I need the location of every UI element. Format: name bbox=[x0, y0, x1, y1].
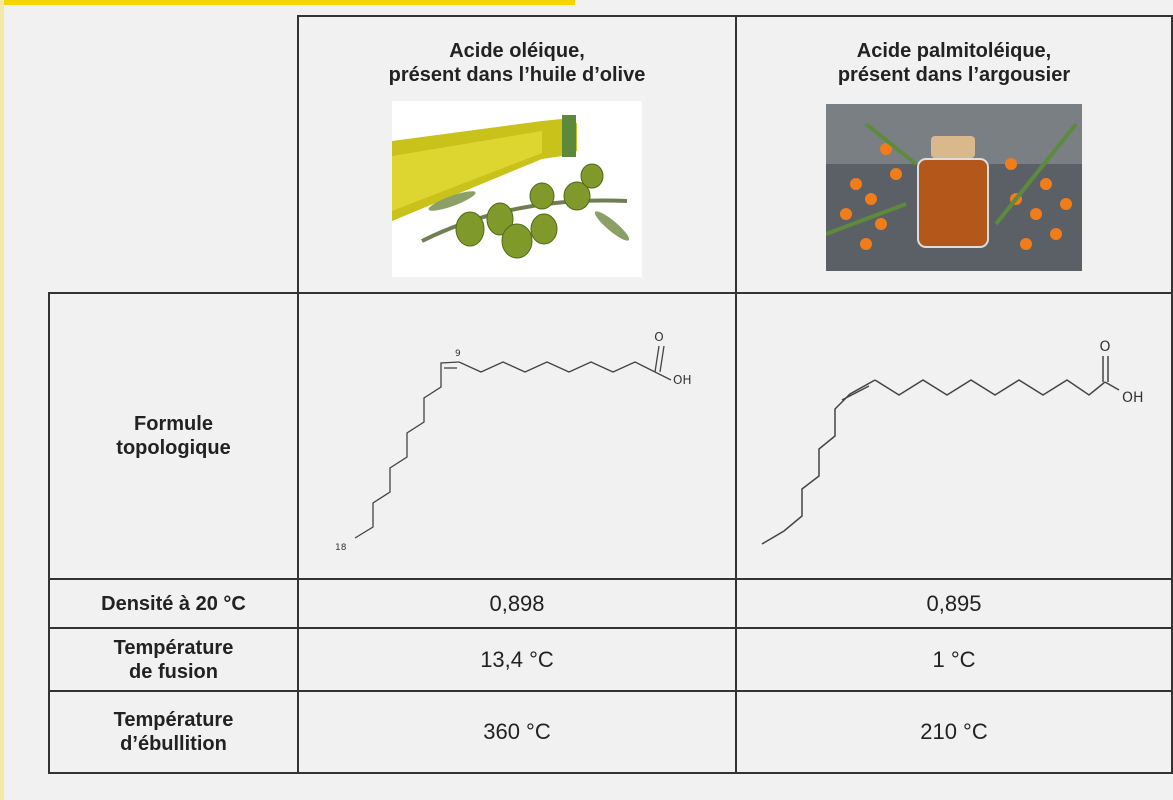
value-cell: 360 °C bbox=[297, 690, 737, 774]
oleic-acid-formula: O OH 9 18 bbox=[299, 294, 735, 578]
formula-cell: O OH 9 18 bbox=[297, 292, 737, 580]
carbon-number: 18 bbox=[335, 543, 347, 553]
header-line: présent dans l’huile d’olive bbox=[389, 63, 646, 87]
atom-label: OH bbox=[1122, 390, 1144, 406]
label-line: Température bbox=[114, 636, 234, 660]
palmitoleic-acid-formula: O OH bbox=[737, 294, 1171, 578]
atom-label: O bbox=[1099, 339, 1110, 355]
column-header: Acide oléique, présent dans l’huile d’ol… bbox=[297, 15, 737, 294]
atom-label: OH bbox=[673, 373, 691, 387]
atom-label: O bbox=[654, 330, 663, 344]
carbon-number: 9 bbox=[455, 349, 461, 359]
header-line: Acide palmitoléique, bbox=[857, 39, 1051, 63]
value-cell: 210 °C bbox=[735, 690, 1173, 774]
left-bar bbox=[0, 0, 4, 800]
row-label: Formule topologique bbox=[48, 292, 299, 580]
value-cell: 0,895 bbox=[735, 578, 1173, 629]
label-line: topologique bbox=[116, 436, 230, 460]
header-line: Acide oléique, bbox=[449, 39, 585, 63]
row-label: Température d’ébullition bbox=[48, 690, 299, 774]
label-line: Température bbox=[114, 708, 234, 732]
label-line: Densité à 20 °C bbox=[101, 592, 246, 616]
row-label: Densité à 20 °C bbox=[48, 578, 299, 629]
formula-cell: O OH bbox=[735, 292, 1173, 580]
label-line: d’ébullition bbox=[120, 732, 227, 756]
row-label: Température de fusion bbox=[48, 627, 299, 692]
value-cell: 1 °C bbox=[735, 627, 1173, 692]
sea-buckthorn-image bbox=[826, 104, 1082, 271]
value-cell: 0,898 bbox=[297, 578, 737, 629]
label-line: Formule bbox=[134, 412, 213, 436]
value-cell: 13,4 °C bbox=[297, 627, 737, 692]
column-header: Acide palmitoléique, présent dans l’argo… bbox=[735, 15, 1173, 294]
header-line: présent dans l’argousier bbox=[838, 63, 1070, 87]
page: {"table": { "columns": [ {"title": ["Aci… bbox=[0, 0, 1173, 800]
label-line: de fusion bbox=[129, 660, 218, 684]
top-bar bbox=[0, 0, 575, 5]
olive-oil-image bbox=[392, 101, 642, 277]
